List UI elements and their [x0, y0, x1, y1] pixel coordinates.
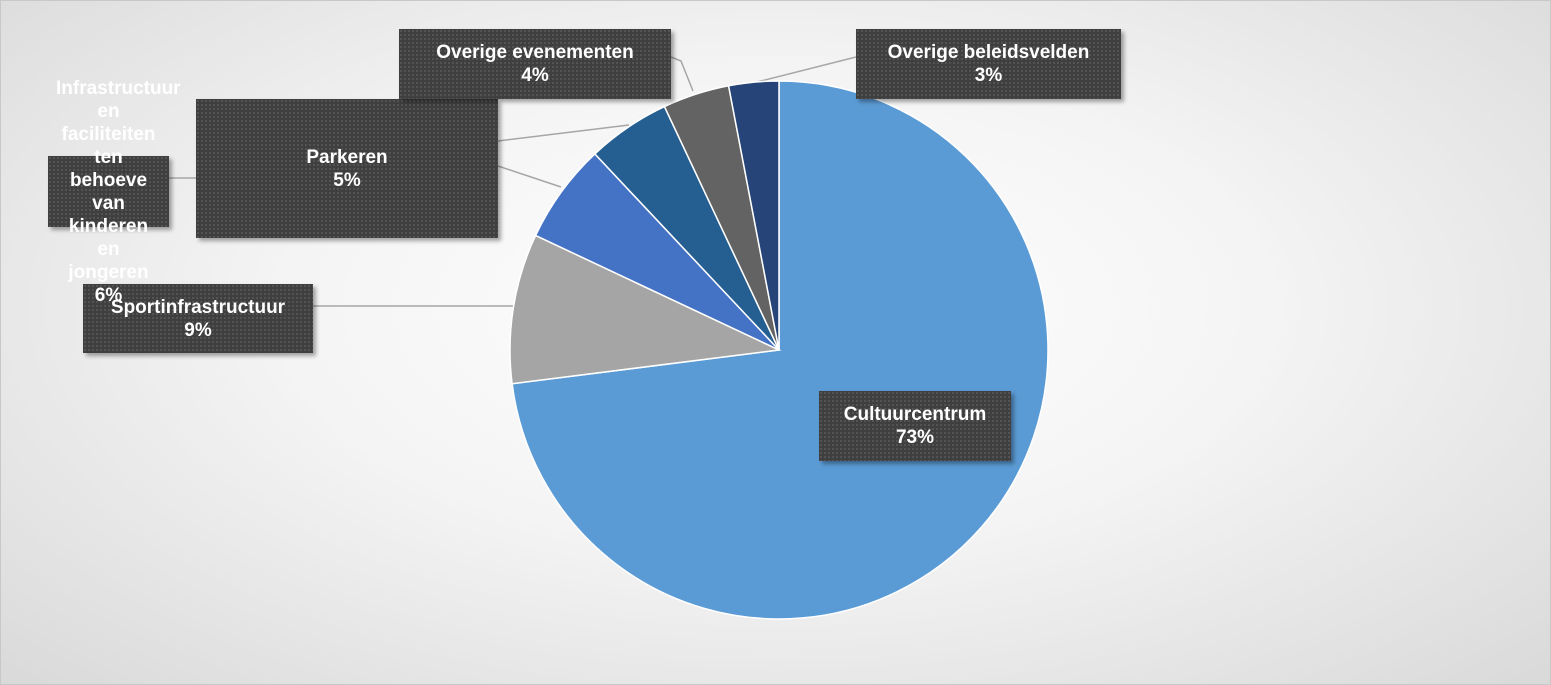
pie-slice — [727, 80, 780, 351]
data-label: Cultuurcentrum 73% — [819, 391, 1011, 461]
label-name: Overige beleidsvelden — [887, 42, 1090, 63]
slices — [509, 80, 1049, 620]
label-percent: 3% — [974, 65, 1003, 86]
leader-line — [752, 56, 857, 84]
label-name: Cultuurcentrum — [843, 404, 987, 425]
pie-slice — [509, 234, 782, 385]
data-label: Parkeren 5% — [196, 99, 498, 238]
leader-line — [497, 165, 562, 188]
leader-line — [670, 56, 694, 92]
label-name: Parkeren — [306, 146, 388, 168]
label-name: Overige evenementen — [436, 42, 634, 63]
label-percent: 5% — [333, 169, 361, 191]
data-label: Overige beleidsvelden 3% — [856, 29, 1121, 99]
label-percent: 4% — [521, 65, 549, 86]
data-label: Sportinfrastructuur 9% — [83, 284, 313, 353]
label-percent: 9% — [184, 319, 212, 341]
label-name: Infrastructuur en faciliteiten ten behoe… — [56, 77, 181, 283]
label-percent: 73% — [895, 427, 935, 448]
label-name: Sportinfrastructuur — [110, 296, 286, 318]
label-percent: 6% — [94, 284, 123, 306]
data-label: Overige evenementen 4% — [399, 29, 671, 99]
data-label: Infrastructuur en faciliteiten ten behoe… — [48, 78, 181, 306]
